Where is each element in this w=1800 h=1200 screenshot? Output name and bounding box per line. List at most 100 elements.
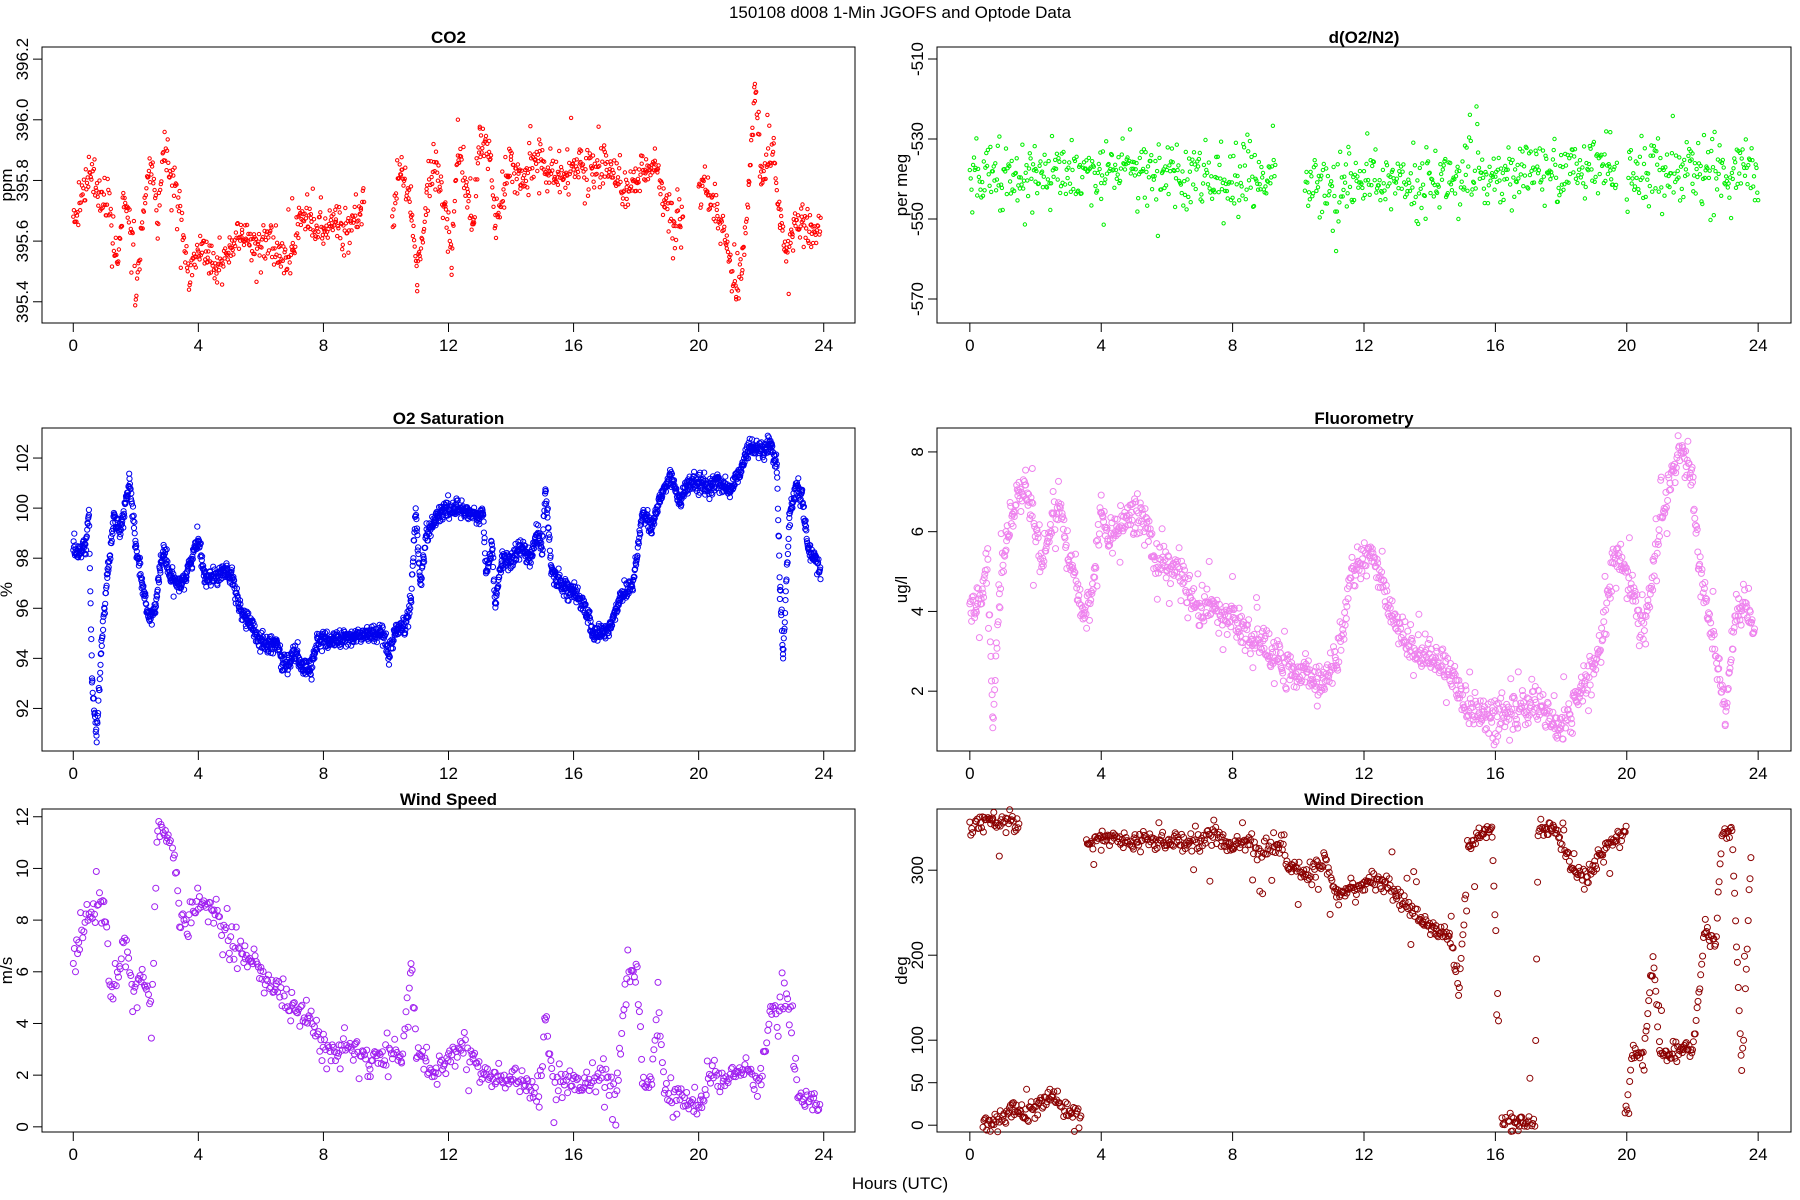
o2n2-point: [1104, 139, 1109, 144]
o2sat-point: [547, 552, 554, 559]
o2n2-point: [1007, 164, 1012, 169]
co2-point: [391, 223, 397, 228]
o2sat-point: [161, 550, 169, 557]
co2-point: [107, 191, 112, 196]
co2-point: [315, 235, 320, 240]
co2-point: [466, 199, 471, 204]
co2-point: [171, 173, 176, 178]
co2-point: [645, 177, 651, 182]
co2-point: [340, 247, 345, 252]
o2n2-point: [1369, 183, 1374, 188]
o2n2-point: [1731, 166, 1736, 171]
o2n2-point: [994, 177, 1000, 182]
o2sat-point: [194, 523, 201, 530]
co2-point: [246, 231, 251, 237]
co2-point: [750, 132, 756, 138]
co2-point: [483, 133, 489, 139]
o2sat-point: [546, 534, 553, 541]
co2-point: [348, 220, 354, 225]
co2-point: [390, 214, 395, 219]
o2n2-point: [1613, 182, 1619, 188]
o2n2-point: [1319, 209, 1325, 215]
co2-point: [270, 246, 275, 251]
co2-point: [327, 208, 332, 213]
co2-point: [209, 243, 214, 249]
co2-point: [486, 149, 492, 155]
o2sat-point: [373, 639, 380, 646]
co2-point: [194, 242, 200, 248]
co2-point: [790, 232, 795, 237]
o2n2-point: [1024, 163, 1029, 168]
o2n2-point: [1353, 160, 1359, 166]
co2-point: [358, 205, 364, 211]
o2n2-point: [1211, 187, 1216, 193]
o2n2-point: [1012, 171, 1018, 176]
co2-point: [778, 207, 783, 212]
o2n2-point: [1574, 161, 1579, 166]
o2sat-point: [138, 575, 146, 582]
o2n2-point: [1366, 182, 1372, 187]
o2n2-point: [1637, 154, 1643, 160]
co2-point: [226, 260, 232, 265]
co2-point: [744, 219, 749, 224]
co2-point: [590, 165, 595, 171]
o2n2-point: [981, 159, 986, 164]
o2sat-point: [154, 586, 161, 593]
co2-point: [590, 153, 596, 158]
co2-point: [238, 222, 244, 228]
o2n2-point: [1427, 170, 1432, 176]
o2n2-ytick-label: -550: [908, 202, 927, 236]
o2n2-point: [1324, 166, 1329, 171]
co2-point: [574, 157, 579, 162]
o2sat-point: [89, 677, 96, 684]
o2n2-point: [1342, 180, 1348, 185]
o2sat-ytick-label: 98: [13, 549, 32, 568]
o2sat-point: [294, 639, 301, 646]
o2n2-point: [1442, 159, 1447, 164]
co2-point: [174, 227, 180, 232]
o2n2-point: [1188, 200, 1193, 205]
o2sat-point: [155, 579, 163, 586]
o2n2-point: [1501, 197, 1506, 203]
o2n2-point: [1664, 152, 1670, 157]
o2n2-point: [1424, 145, 1429, 150]
co2-point: [208, 270, 214, 275]
co2-point: [340, 242, 345, 248]
o2n2-point: [978, 187, 983, 192]
o2n2-point: [973, 165, 978, 171]
co2-point: [140, 226, 145, 231]
o2sat-ylabel: %: [0, 582, 16, 597]
o2sat-point: [82, 541, 89, 548]
o2sat-point: [196, 543, 203, 550]
o2n2-point: [1698, 163, 1703, 169]
o2n2-point: [1023, 170, 1028, 176]
o2n2-point: [1260, 170, 1266, 176]
o2sat-point: [118, 521, 126, 528]
o2n2-point: [993, 161, 998, 166]
o2sat-point: [308, 676, 315, 683]
co2-point: [131, 218, 137, 224]
o2sat-xtick-label: 0: [69, 764, 78, 783]
co2-point: [481, 153, 487, 159]
o2n2-point: [1114, 176, 1120, 182]
o2n2-point: [992, 178, 997, 183]
o2sat-ytick-label: 92: [13, 699, 32, 718]
co2-point: [187, 282, 192, 288]
o2n2-point: [1443, 156, 1448, 162]
o2n2-point: [1441, 163, 1446, 168]
co2-point: [136, 261, 141, 266]
co2-point: [307, 206, 312, 212]
o2n2-point: [1437, 205, 1442, 210]
co2-point: [583, 167, 588, 172]
o2n2-point: [1413, 194, 1418, 200]
o2sat-point: [152, 603, 159, 610]
co2-point: [701, 178, 706, 184]
o2n2-point: [1074, 154, 1079, 160]
o2n2-point: [1191, 182, 1196, 187]
co2-point: [675, 187, 680, 192]
co2-point: [745, 202, 750, 207]
o2sat-point: [152, 609, 159, 617]
o2n2-point: [1066, 165, 1071, 170]
co2-point: [746, 182, 751, 188]
o2n2-point: [1090, 159, 1095, 164]
